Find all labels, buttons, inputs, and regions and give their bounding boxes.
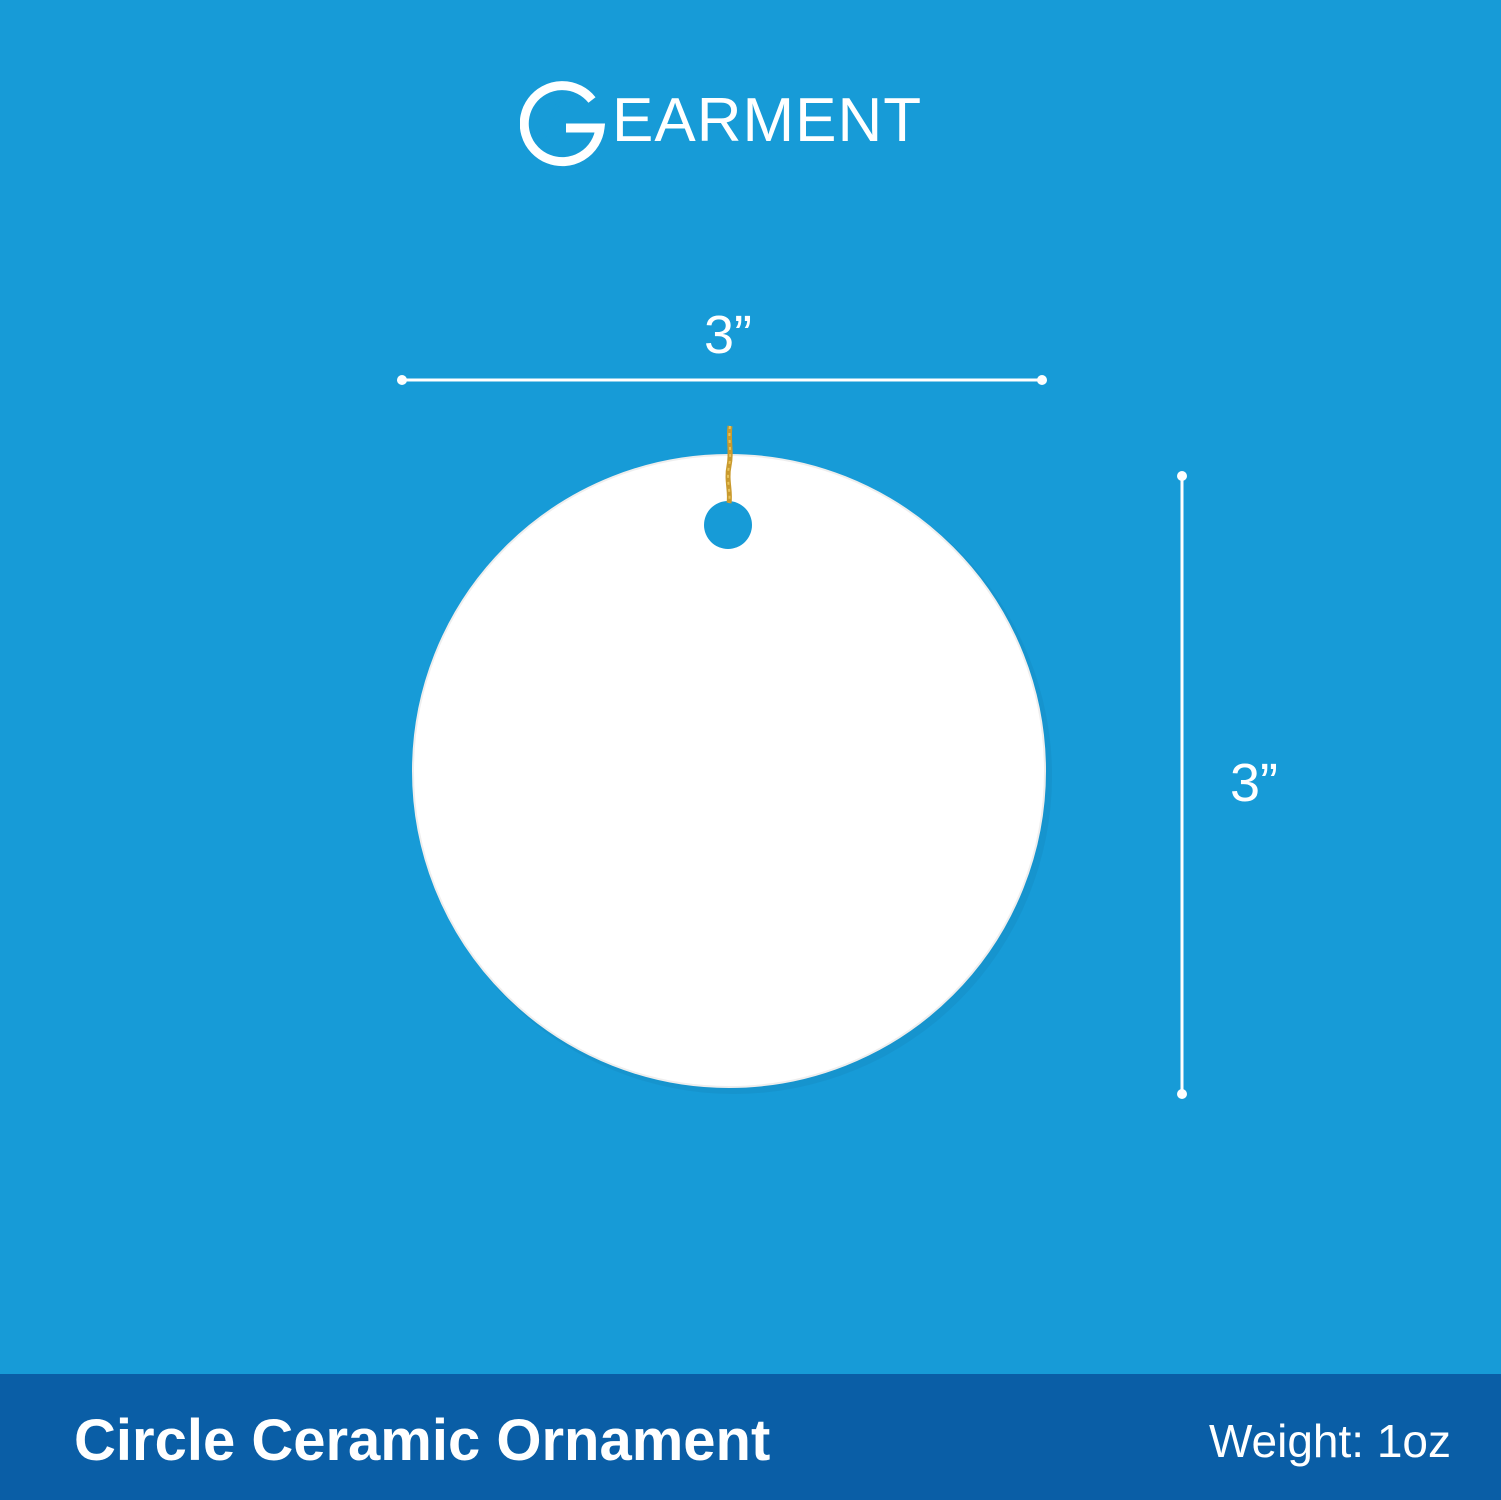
product-weight: Weight: 1oz: [1208, 1415, 1451, 1467]
width-dimension-line: [397, 375, 1047, 385]
height-dimension-label: 3”: [1230, 753, 1279, 813]
ornament-illustration: [397, 375, 1187, 1099]
logo-text: EARMENT: [612, 86, 923, 155]
ornament-disc: [412, 454, 1046, 1088]
product-footer: Circle Ceramic Ornament Weight: 1oz: [0, 1374, 1501, 1500]
height-dimension-line: [1177, 471, 1187, 1099]
brand-logo: EARMENT: [519, 78, 970, 168]
ornament-hole: [704, 501, 752, 549]
width-dimension-label: 3”: [704, 305, 753, 365]
logo-g-icon: [519, 81, 606, 167]
gold-string: [725, 425, 733, 504]
product-name: Circle Ceramic Ornament: [74, 1408, 771, 1473]
